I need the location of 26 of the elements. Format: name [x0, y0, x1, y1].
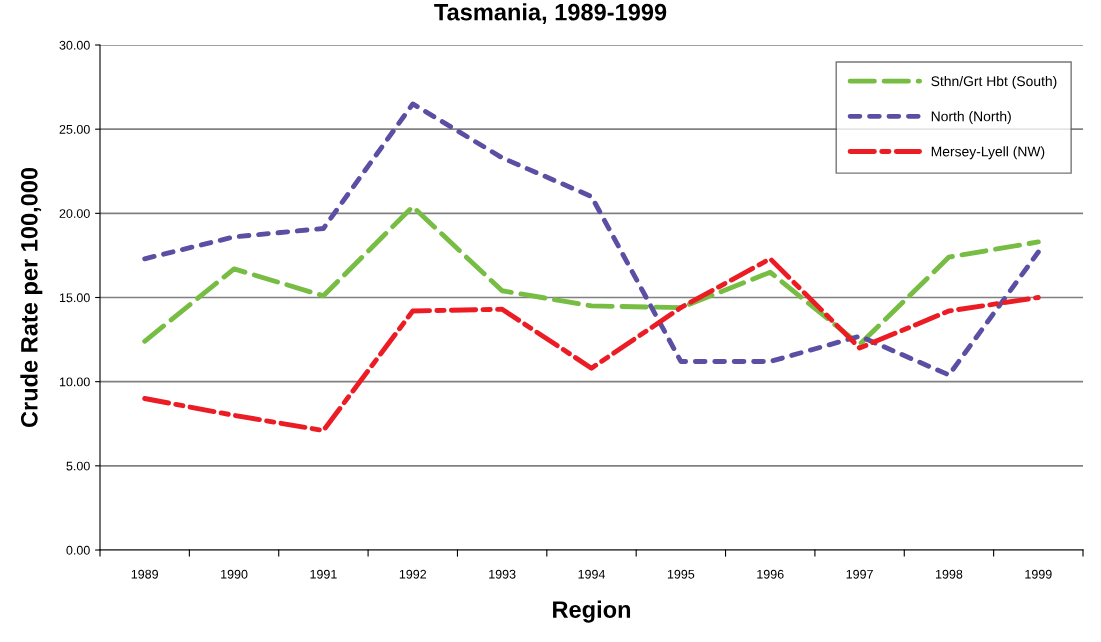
legend-label: Sthn/Grt Hbt (South)	[931, 75, 1057, 89]
x-tick-label: 1996	[757, 569, 784, 579]
y-tick-label: 25.00	[59, 124, 90, 134]
legend-label: North (North)	[931, 111, 1011, 125]
legend-label: Mersey-Lyell (NW)	[931, 146, 1045, 160]
y-tick-label: 20.00	[59, 209, 90, 218]
y-tick-label: 0.00	[66, 545, 90, 555]
x-tick-label: 1992	[399, 569, 427, 579]
x-tick-label: 1989	[131, 569, 158, 579]
x-axis-title: Region	[553, 600, 631, 623]
line-series	[142, 204, 1041, 348]
x-tick-label: 1993	[489, 569, 516, 579]
y-axis-title: Crude Rate per 100,000	[20, 167, 43, 428]
x-tick-label: 1995	[667, 569, 695, 579]
x-tick-label: 1998	[936, 569, 963, 579]
line-series	[142, 256, 1041, 433]
x-tick-label: 1990	[221, 569, 248, 579]
chart-title: Tasmania, 1989-1999	[434, 3, 667, 24]
x-tick-label: 1991	[310, 569, 337, 579]
y-tick-label: 5.00	[66, 461, 90, 471]
y-tick-label: 15.00	[59, 293, 90, 303]
x-tick-label: 1999	[1025, 569, 1052, 579]
y-tick-label: 30.00	[59, 40, 90, 50]
x-tick-label: 1997	[846, 569, 873, 579]
x-tick-label: 1994	[578, 569, 606, 579]
y-tick-label: 10.00	[59, 377, 90, 387]
